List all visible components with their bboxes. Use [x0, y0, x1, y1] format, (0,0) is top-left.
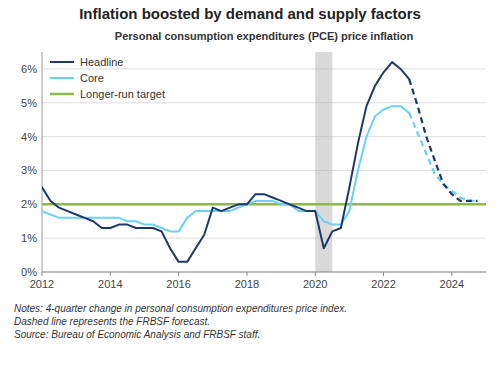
- legend-swatch: [50, 61, 74, 63]
- x-tick: [178, 272, 179, 276]
- grid-line: [42, 238, 486, 239]
- plot-area: [42, 52, 486, 272]
- subtitle: Personal consumption expenditures (PCE) …: [115, 30, 414, 42]
- x-tick: [110, 272, 111, 276]
- legend: Headline Core Longer-run target: [50, 56, 165, 100]
- x-tick: [42, 272, 43, 276]
- x-axis-line: [42, 272, 486, 273]
- x-tick-label: 2012: [30, 278, 54, 290]
- x-tick: [315, 272, 316, 276]
- x-tick: [451, 272, 452, 276]
- target-line: [42, 203, 486, 206]
- grid-line: [42, 102, 486, 103]
- legend-swatch: [50, 77, 74, 79]
- grid-line: [42, 68, 486, 69]
- forecast-line: [409, 113, 477, 201]
- grid-line: [42, 170, 486, 171]
- title: Inflation boosted by demand and supply f…: [79, 5, 421, 22]
- y-axis-line: [42, 52, 43, 272]
- grid-line: [42, 272, 486, 273]
- series-line: [42, 62, 409, 262]
- notes-line: Dashed line represents the FRBSF forecas…: [14, 316, 210, 327]
- forecast-line: [409, 79, 477, 201]
- y-tick-label: 3%: [21, 164, 37, 176]
- series-line: [42, 106, 409, 231]
- y-tick-label: 0%: [21, 266, 37, 278]
- y-tick-label: 5%: [21, 97, 37, 109]
- x-tick-label: 2018: [235, 278, 259, 290]
- notes-line: Source: Bureau of Economic Analysis and …: [14, 329, 260, 340]
- shaded-span: [315, 52, 332, 272]
- x-tick-label: 2020: [303, 278, 327, 290]
- y-axis: 0% 1% 2% 3% 4% 5% 6%: [21, 52, 486, 278]
- notes: Notes: 4-quarter change in personal cons…: [14, 303, 347, 340]
- x-tick: [246, 272, 247, 276]
- legend-label: Longer-run target: [80, 88, 165, 100]
- chart: Inflation boosted by demand and supply f…: [0, 0, 500, 365]
- y-tick-label: 6%: [21, 63, 37, 75]
- x-tick-label: 2014: [98, 278, 122, 290]
- y-tick-label: 1%: [21, 232, 37, 244]
- grid-line: [42, 204, 486, 205]
- x-tick-label: 2016: [166, 278, 190, 290]
- legend-swatch: [50, 93, 74, 96]
- x-tick-label: 2022: [371, 278, 395, 290]
- y-tick-label: 2%: [21, 198, 37, 210]
- legend-label: Headline: [80, 56, 123, 68]
- x-tick: [383, 272, 384, 276]
- y-tick-label: 4%: [21, 131, 37, 143]
- x-tick-label: 2024: [440, 278, 464, 290]
- notes-line: Notes: 4-quarter change in personal cons…: [14, 303, 347, 314]
- legend-label: Core: [80, 72, 104, 84]
- x-axis: 2012 2014 2016 2018 2020 2022 2024: [30, 272, 486, 290]
